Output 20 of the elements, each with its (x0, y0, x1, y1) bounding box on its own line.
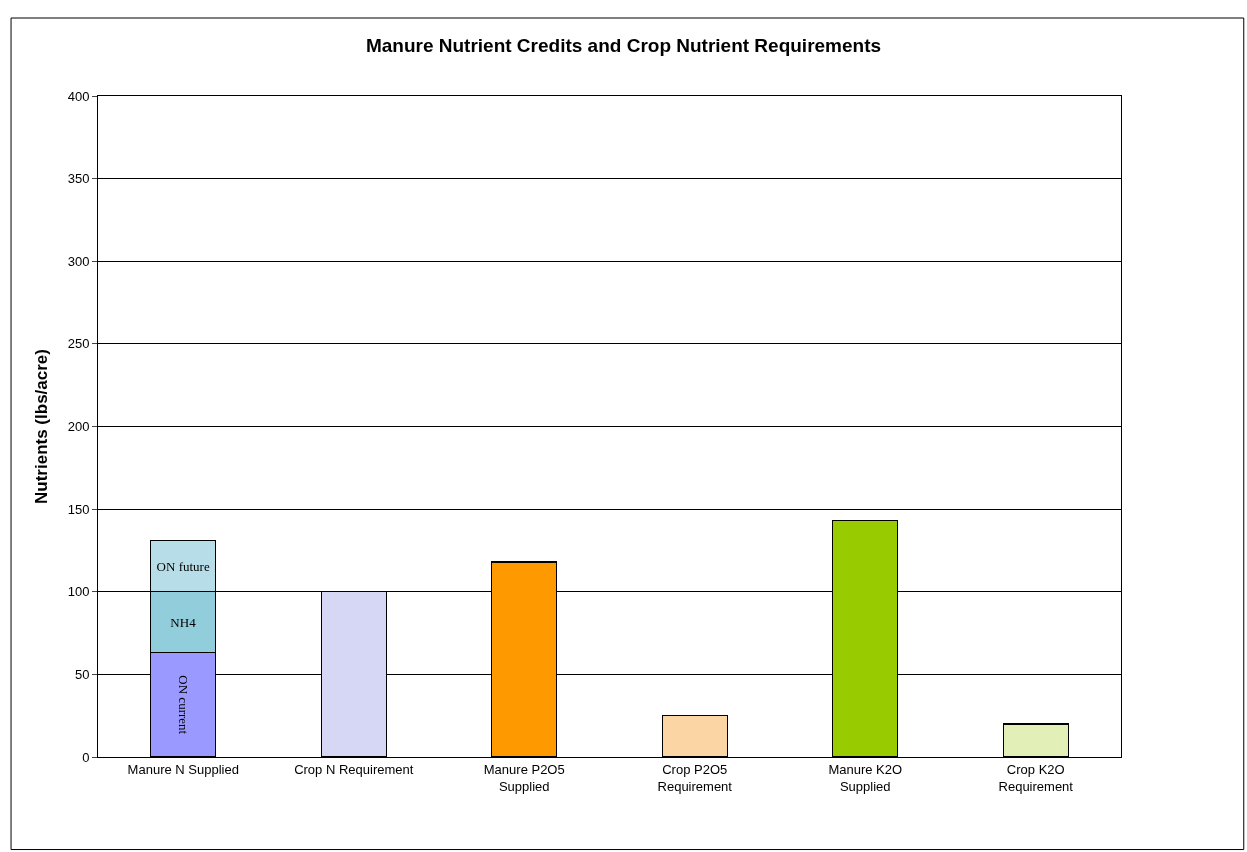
series-label: ON future (156, 558, 210, 574)
y-tick-label: 200 (67, 419, 90, 435)
x-tick-label: Crop N Requirement (294, 761, 414, 777)
y-tick-label: 50 (74, 666, 90, 682)
y-tick-label: 350 (67, 171, 90, 187)
x-tick-label: Manure K2O Supplied (828, 761, 903, 794)
y-axis-title: Nutrients (lbs/acre) (32, 349, 52, 504)
y-tick-label: 100 (67, 584, 90, 600)
x-tick-label: Manure N Supplied (127, 761, 239, 777)
x-tick-label: Manure P2O5 Supplied (483, 761, 565, 794)
y-tick-label: 300 (67, 253, 90, 269)
y-tick-label: 0 (82, 749, 90, 765)
x-tick-label: Crop K2O Requirement (998, 761, 1074, 794)
y-tick-label: 150 (67, 501, 90, 517)
x-tick-label: Crop P2O5 Requirement (657, 761, 733, 794)
chart-title: Manure Nutrient Credits and Crop Nutrient Requirements (365, 34, 882, 56)
series-label: ON current (175, 675, 191, 735)
y-tick-label: 250 (67, 336, 90, 352)
series-label: NH4 (170, 614, 197, 630)
y-tick-label: 400 (67, 88, 90, 104)
